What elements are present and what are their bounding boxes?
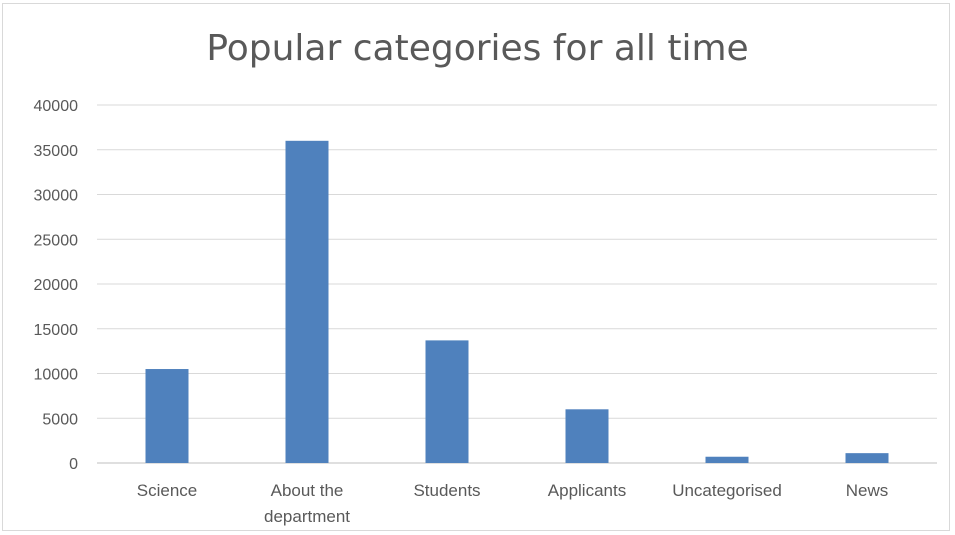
y-tick-label: 25000 [34, 232, 79, 249]
bar [565, 409, 609, 463]
y-tick-label: 10000 [34, 367, 79, 384]
y-tick-label: 30000 [34, 188, 79, 205]
gridlines [97, 104, 937, 464]
y-tick-label: 15000 [34, 322, 79, 339]
chart-title: Popular categories for all time [206, 28, 749, 69]
y-tick-label: 20000 [34, 277, 79, 294]
x-category-label: Applicants [548, 481, 626, 500]
y-tick-label: 5000 [42, 411, 78, 428]
bar [425, 340, 469, 463]
y-tick-label: 40000 [34, 98, 79, 115]
bar [705, 456, 749, 463]
bar [145, 369, 189, 463]
y-axis-tick-labels: 0 5000 10000 15000 20000 25000 30000 35000 40000 [34, 98, 79, 473]
bars [145, 140, 889, 464]
x-category-label: Students [413, 481, 480, 500]
y-tick-label: 35000 [34, 143, 79, 160]
x-category-label: About the [271, 481, 344, 500]
x-category-label: department [264, 507, 350, 526]
bar [845, 453, 889, 463]
x-axis-category-labels: Science About the department Students Applic… [137, 481, 889, 526]
y-tick-label: 0 [69, 456, 78, 473]
x-category-label: News [846, 481, 889, 500]
bar [285, 140, 329, 464]
x-category-label: Uncategorised [672, 481, 782, 500]
x-category-label: Science [137, 481, 197, 500]
